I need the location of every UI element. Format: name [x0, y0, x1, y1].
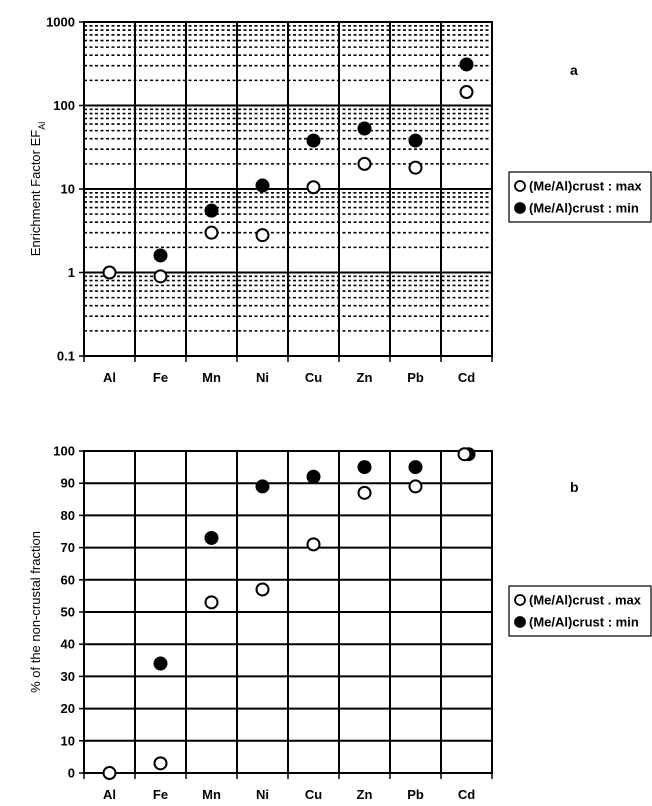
panel-a-x-tick-labels: Al Fe Mn Ni Cu Zn Pb Cd: [103, 370, 475, 385]
data-point-max: [306, 537, 321, 552]
legend-box: [508, 585, 652, 637]
panel-a-y-axis-title-main: Enrichment Factor EF: [28, 130, 43, 256]
data-point-min: [153, 248, 168, 263]
y-tick-label: 1: [68, 265, 75, 280]
y-tick-label: 100: [53, 444, 75, 459]
legend-box: [508, 171, 652, 223]
panel-a-y-tick-marks: [79, 21, 84, 357]
y-tick-label: 80: [61, 508, 75, 523]
data-point-max: [255, 228, 270, 243]
data-point-min: [153, 656, 168, 671]
data-point-max: [457, 447, 472, 462]
x-tick-label: Ni: [256, 787, 269, 802]
y-tick-label: 70: [61, 540, 75, 555]
x-tick-label: Pb: [407, 787, 424, 802]
x-tick-label: Fe: [153, 787, 168, 802]
data-point-min: [357, 121, 372, 136]
legend-entry-label: (Me/Al)crust : max: [529, 179, 642, 194]
panel-b-points: [102, 447, 476, 780]
data-point-max: [102, 766, 117, 780]
panel-a-y-axis-title-sub: Al: [37, 122, 47, 130]
x-tick-label: Mn: [202, 787, 221, 802]
legend-entry-label: (Me/Al)crust . max: [529, 593, 642, 608]
y-tick-label: 20: [61, 701, 75, 716]
panel-b-letter: b: [570, 479, 579, 495]
x-tick-label: Al: [103, 787, 116, 802]
data-point-min: [204, 203, 219, 218]
panel-b-y-axis-title: % of the non-crustal fraction: [28, 531, 43, 693]
legend-marker-open-circle: [514, 594, 526, 606]
panel-b-x-tick-marks: [83, 773, 493, 779]
data-point-min: [255, 178, 270, 193]
x-tick-label: Cu: [305, 370, 322, 385]
panel-a-y-tick-labels: 1000 100 10 1 0.1: [46, 15, 75, 364]
panel-a-grid: [84, 22, 492, 356]
legend-entry-label: (Me/Al)crust : min: [529, 615, 639, 630]
x-tick-label: Zn: [357, 370, 373, 385]
x-tick-label: Al: [103, 370, 116, 385]
x-tick-label: Cd: [458, 370, 475, 385]
data-point-max: [153, 756, 168, 771]
y-tick-label: 30: [61, 669, 75, 684]
data-point-max: [408, 160, 423, 175]
panel-b-y-tick-marks: [79, 450, 84, 774]
x-tick-label: Pb: [407, 370, 424, 385]
data-point-min: [357, 460, 372, 475]
data-point-max: [408, 479, 423, 494]
panel-a-points: [102, 57, 474, 284]
y-tick-label: 90: [61, 476, 75, 491]
y-tick-label: 10: [61, 733, 75, 748]
x-tick-label: Ni: [256, 370, 269, 385]
panel-b-grid: [84, 451, 492, 773]
x-tick-label: Cd: [458, 787, 475, 802]
data-point-max: [255, 582, 270, 597]
data-point-max: [459, 85, 474, 100]
legend-marker-filled-circle: [514, 202, 526, 214]
y-tick-label: 0: [68, 766, 75, 781]
x-tick-label: Zn: [357, 787, 373, 802]
panel-b-x-tick-labels: Al Fe Mn Ni Cu Zn Pb Cd: [103, 787, 475, 802]
data-point-max: [102, 265, 117, 280]
data-point-max: [357, 485, 372, 500]
panel-b-legend: (Me/Al)crust . max (Me/Al)crust : min: [508, 585, 652, 637]
data-point-min: [204, 530, 219, 545]
y-tick-label: 40: [61, 637, 75, 652]
legend-entry-label: (Me/Al)crust : min: [529, 201, 639, 216]
y-tick-label: 10: [61, 182, 75, 197]
y-tick-label: 0.1: [57, 349, 75, 364]
panel-a-y-axis-title: Enrichment Factor EFAl: [28, 122, 47, 256]
y-tick-label: 1000: [46, 15, 75, 30]
data-point-max: [306, 180, 321, 195]
data-point-min: [459, 57, 474, 72]
legend-marker-open-circle: [514, 180, 526, 192]
data-point-min: [408, 133, 423, 148]
x-tick-label: Cu: [305, 787, 322, 802]
legend-marker-filled-circle: [514, 616, 526, 628]
data-point-max: [153, 269, 168, 284]
data-point-max: [357, 156, 372, 171]
panel-a-letter: a: [570, 62, 578, 78]
y-tick-label: 60: [61, 572, 75, 587]
panel-a-legend: (Me/Al)crust : max (Me/Al)crust : min: [508, 171, 652, 223]
data-point-min: [306, 469, 321, 484]
data-point-min: [255, 479, 270, 494]
panel-a-x-tick-marks: [83, 356, 493, 362]
y-tick-label: 100: [53, 98, 75, 113]
panel-a-enrichment-chart: 1000 100 10 1 0.1 Al Fe Mn Ni Cu Zn Pb Cd Enrichmen…: [28, 15, 652, 385]
data-point-max: [204, 225, 219, 240]
x-tick-label: Mn: [202, 370, 221, 385]
data-point-max: [204, 595, 219, 610]
data-point-min: [306, 133, 321, 148]
y-tick-label: 50: [61, 605, 75, 620]
data-point-min: [408, 460, 423, 475]
x-tick-label: Fe: [153, 370, 168, 385]
